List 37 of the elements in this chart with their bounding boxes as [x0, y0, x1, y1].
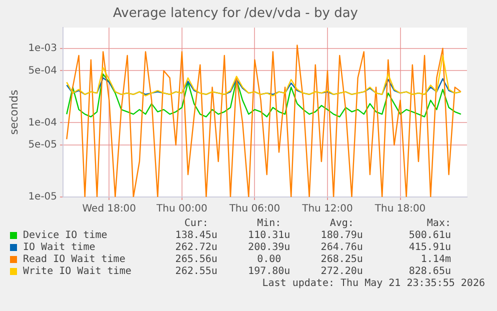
- legend-label: Device IO time: [23, 230, 108, 241]
- legend-label: Write IO Wait time: [23, 266, 132, 277]
- x-tick-label: Thu 12:00: [301, 204, 353, 215]
- y-axis-title: seconds: [7, 90, 20, 135]
- y-tick-label: 5e-05: [28, 140, 58, 151]
- text: 180.79u: [320, 230, 364, 241]
- text: 1.14m: [420, 254, 451, 265]
- text: Cur:: [183, 218, 210, 229]
- legend-label: IO Wait time: [23, 242, 96, 253]
- x-tick-label: Thu 18:00: [374, 204, 426, 215]
- x-tick-label: Thu 06:00: [228, 204, 280, 215]
- text: Last update: Thu May 21 23:35:55 2026: [261, 278, 485, 289]
- text: 0.00: [256, 254, 282, 265]
- text: 828.65u: [408, 266, 451, 277]
- text: 110.31u: [247, 230, 292, 241]
- text: Min:: [256, 218, 282, 229]
- chart-title: Average latency for /dev/vda - by day: [113, 6, 358, 22]
- legend-label: Read IO Wait time: [23, 254, 126, 265]
- y-tick-label: 5e-04: [28, 65, 58, 76]
- x-tick-label: Thu 00:00: [156, 204, 208, 215]
- text: 272.20u: [320, 266, 364, 277]
- text: 268.25u: [320, 254, 364, 265]
- text: 262.55u: [174, 266, 218, 277]
- text: Max:: [426, 218, 451, 229]
- text: 500.61u: [408, 230, 451, 241]
- text: 262.72u: [174, 242, 218, 253]
- text: 197.80u: [247, 266, 292, 277]
- y-tick-label: 1e-05: [28, 192, 58, 203]
- text: 264.76u: [320, 242, 364, 253]
- y-tick-label: 1e-03: [28, 42, 58, 54]
- text: 415.91u: [408, 242, 451, 253]
- text: 265.56u: [174, 254, 218, 265]
- text: 200.39u: [247, 242, 292, 253]
- y-tick-label: 1e-04: [28, 117, 58, 128]
- text: 138.45u: [174, 230, 218, 241]
- x-tick-label: Wed 18:00: [82, 204, 136, 215]
- text: Avg:: [328, 218, 355, 229]
